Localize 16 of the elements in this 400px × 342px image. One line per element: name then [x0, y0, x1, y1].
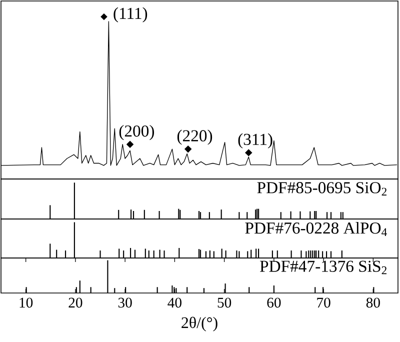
x-tick-label: 80	[366, 298, 380, 308]
x-tick-label: 30	[118, 298, 132, 308]
chart-title: PDF#85-0695 SiO$_{2}$	[257, 182, 386, 196]
annotation: (220)	[177, 130, 212, 145]
chart-title: PDF#47-1376 SiS$_{2}$	[260, 260, 386, 274]
annotation: (111)	[114, 7, 148, 22]
annotation: (200)	[119, 124, 154, 140]
x-tick-label: 70	[317, 298, 330, 308]
annotation: (311)	[238, 133, 272, 148]
chart-title: PDF#76-0228 AlPO$_{4}$	[245, 222, 387, 236]
x-tick-label: 50	[218, 298, 232, 308]
x-tick-label: 10	[20, 298, 33, 308]
x-tick-label: 60	[267, 298, 281, 308]
x-tick-label: 40	[168, 298, 182, 308]
x-tick-label: 20	[68, 298, 82, 308]
x-axis-title: 2θ/(°)	[182, 316, 218, 332]
